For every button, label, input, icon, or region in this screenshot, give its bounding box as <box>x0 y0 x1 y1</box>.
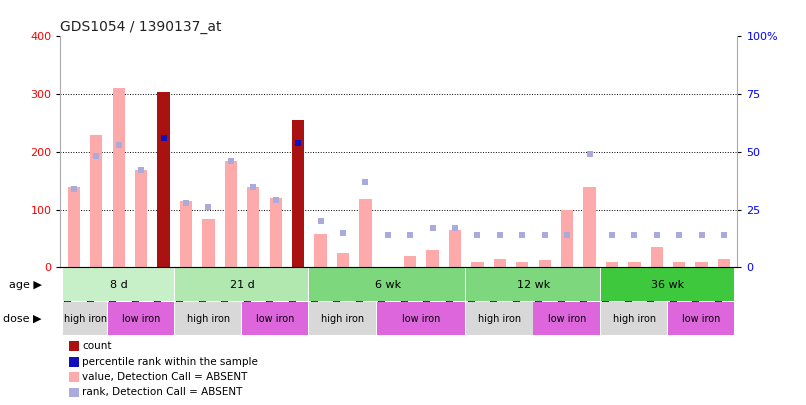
Bar <box>175 268 309 301</box>
Bar <box>202 220 214 267</box>
Bar <box>718 259 730 267</box>
Bar <box>242 303 309 335</box>
Bar <box>606 262 618 267</box>
Bar <box>225 160 237 267</box>
Bar <box>107 303 174 335</box>
Bar <box>63 268 174 301</box>
Bar <box>113 88 125 267</box>
Bar <box>466 268 600 301</box>
Text: high iron: high iron <box>64 314 106 324</box>
Bar <box>673 262 685 267</box>
Bar <box>376 303 465 335</box>
Bar <box>180 201 192 267</box>
Text: 12 wk: 12 wk <box>517 279 550 290</box>
Text: age ▶: age ▶ <box>9 279 41 290</box>
Text: low iron: low iron <box>402 314 441 324</box>
Text: rank, Detection Call = ABSENT: rank, Detection Call = ABSENT <box>82 388 243 397</box>
Bar <box>538 260 550 267</box>
Bar <box>175 303 241 335</box>
Text: low iron: low iron <box>256 314 295 324</box>
Bar <box>404 256 417 267</box>
Bar <box>426 250 438 267</box>
Text: percentile rank within the sample: percentile rank within the sample <box>82 357 258 367</box>
Bar <box>628 262 641 267</box>
Bar <box>314 234 326 267</box>
Bar <box>472 262 484 267</box>
Bar <box>516 262 529 267</box>
Text: value, Detection Call = ABSENT: value, Detection Call = ABSENT <box>82 372 247 382</box>
Bar <box>600 303 667 335</box>
Bar <box>696 262 708 267</box>
Bar <box>292 120 304 267</box>
Bar <box>157 92 170 267</box>
Bar <box>247 186 260 267</box>
Text: count: count <box>82 341 112 351</box>
Text: high iron: high iron <box>613 314 656 324</box>
Bar <box>135 171 147 267</box>
Bar <box>668 303 734 335</box>
Bar <box>63 303 106 335</box>
Text: high iron: high iron <box>478 314 521 324</box>
Text: high iron: high iron <box>187 314 230 324</box>
Bar <box>561 210 573 267</box>
Bar <box>359 199 372 267</box>
Bar <box>90 134 102 267</box>
Text: 36 wk: 36 wk <box>651 279 684 290</box>
Bar <box>534 303 600 335</box>
Text: low iron: low iron <box>683 314 721 324</box>
Bar <box>600 268 734 301</box>
Bar <box>466 303 533 335</box>
Text: high iron: high iron <box>322 314 364 324</box>
Bar <box>650 247 663 267</box>
Text: 6 wk: 6 wk <box>375 279 401 290</box>
Bar <box>68 186 80 267</box>
Bar <box>449 230 461 267</box>
Bar <box>310 303 376 335</box>
Text: low iron: low iron <box>122 314 160 324</box>
Bar <box>337 253 349 267</box>
Text: low iron: low iron <box>548 314 586 324</box>
Text: 21 d: 21 d <box>230 279 255 290</box>
Text: GDS1054 / 1390137_at: GDS1054 / 1390137_at <box>60 20 222 34</box>
Bar <box>269 198 282 267</box>
Bar <box>310 268 465 301</box>
Bar <box>494 259 506 267</box>
Text: 8 d: 8 d <box>110 279 127 290</box>
Bar <box>584 186 596 267</box>
Text: dose ▶: dose ▶ <box>3 314 41 324</box>
